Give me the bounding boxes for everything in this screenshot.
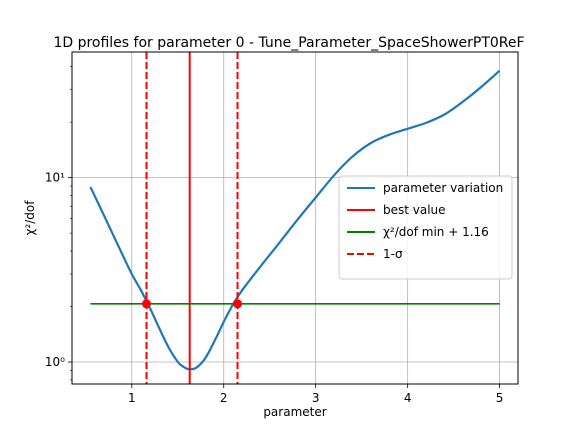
intersection-marker (141, 299, 151, 309)
legend-entry: parameter variation (383, 181, 503, 195)
legend: parameter variation best value χ²/dof min … (338, 175, 513, 280)
series-line-parameter-variation (89, 69, 501, 371)
x-tick-label: 1 (128, 391, 136, 405)
plot-frame (71, 51, 519, 385)
x-tick-label: 2 (220, 391, 228, 405)
x-tick-label: 3 (312, 391, 320, 405)
legend-entry: χ²/dof min + 1.16 (383, 225, 489, 239)
legend-entry: best value (383, 203, 446, 217)
x-tick-label: 4 (404, 391, 412, 405)
x-axis-label: parameter (263, 405, 326, 419)
chart-title: 1D profiles for parameter 0 - Tune_Param… (53, 35, 524, 51)
intersection-marker (233, 299, 243, 309)
plot-area (89, 52, 501, 384)
y-axis-label: χ²/dof (23, 200, 37, 236)
x-tick-label: 5 (496, 391, 504, 405)
legend-entry: 1-σ (383, 247, 403, 261)
y-tick-label: 10⁰ (45, 355, 65, 369)
ticks: 1 2 3 4 5 10⁰ 10¹ (45, 66, 504, 405)
y-tick-label: 10¹ (45, 171, 65, 185)
legend-box (338, 175, 513, 280)
